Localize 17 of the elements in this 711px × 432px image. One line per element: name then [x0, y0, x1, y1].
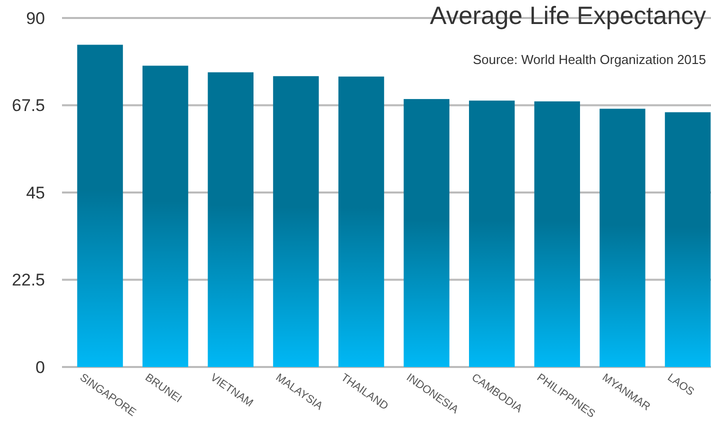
bar — [77, 44, 123, 367]
bar — [468, 100, 515, 367]
bar — [664, 112, 711, 367]
bar — [142, 66, 188, 367]
y-tick-label: 90 — [26, 8, 45, 28]
y-tick-label: 0 — [36, 358, 45, 377]
chart-title: Average Life Expectancy — [430, 2, 706, 30]
y-tick-label: 45 — [26, 183, 45, 202]
y-tick-label: 67.5 — [12, 96, 45, 116]
annotation: Source: World Health Organization 2015 — [472, 52, 706, 67]
bar — [534, 101, 580, 367]
bar — [600, 108, 646, 367]
bar — [273, 76, 319, 367]
bar — [338, 76, 384, 367]
bar — [404, 99, 450, 367]
y-tick-label: 22.5 — [12, 270, 45, 290]
bar — [208, 72, 254, 367]
